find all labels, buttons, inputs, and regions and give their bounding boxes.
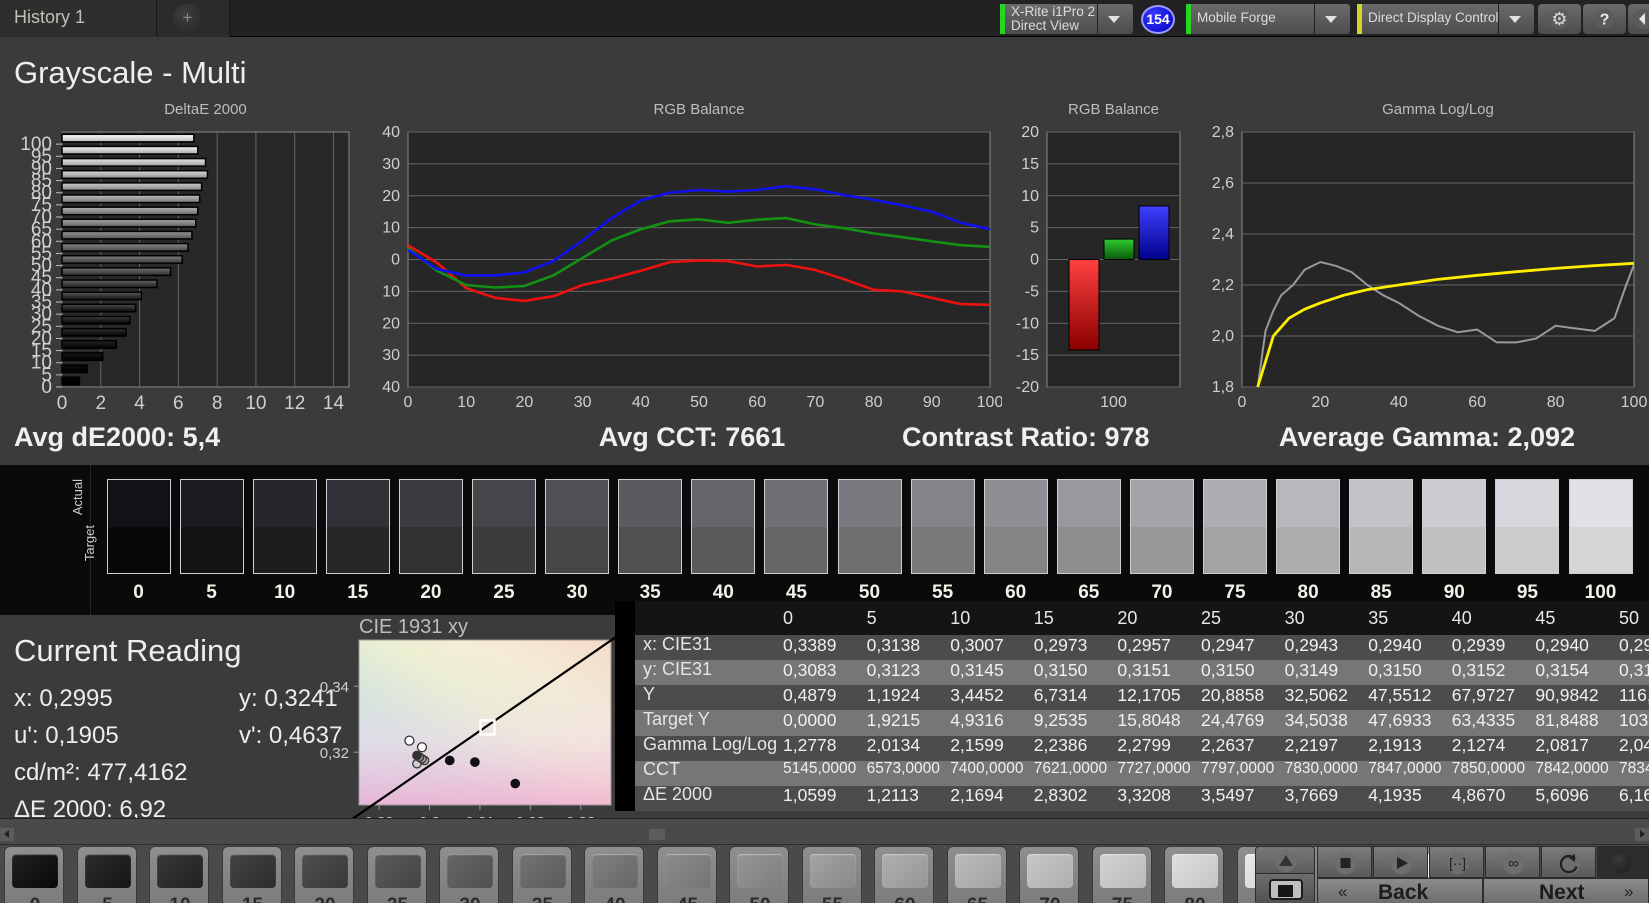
svg-text:0,34: 0,34 xyxy=(320,679,349,696)
svg-text:80: 80 xyxy=(1547,394,1565,411)
svg-text:20: 20 xyxy=(1021,124,1039,141)
svg-text:100: 100 xyxy=(977,394,1002,411)
svg-text:0: 0 xyxy=(57,393,68,414)
svg-text:5: 5 xyxy=(1030,220,1039,237)
svg-text:-40: -40 xyxy=(382,379,400,396)
svg-text:0,32: 0,32 xyxy=(320,745,349,762)
svg-text:-30: -30 xyxy=(382,347,400,364)
svg-text:-15: -15 xyxy=(1016,347,1039,364)
svg-text:0: 0 xyxy=(391,252,400,269)
svg-text:0: 0 xyxy=(404,394,413,411)
svg-text:2: 2 xyxy=(95,393,106,414)
svg-text:[··]: [··] xyxy=(1449,855,1466,871)
svg-text:2,8: 2,8 xyxy=(1212,124,1234,141)
svg-text:100: 100 xyxy=(20,134,52,155)
svg-text:10: 10 xyxy=(382,220,400,237)
svg-text:30: 30 xyxy=(574,394,592,411)
svg-text:70: 70 xyxy=(807,394,825,411)
svg-text:DeltaE 2000: DeltaE 2000 xyxy=(164,102,247,118)
svg-text:6: 6 xyxy=(173,393,184,414)
svg-text:20: 20 xyxy=(382,188,400,205)
svg-text:90: 90 xyxy=(923,394,941,411)
svg-text:100: 100 xyxy=(1100,394,1127,411)
svg-text:10: 10 xyxy=(457,394,475,411)
svg-text:⚙: ⚙ xyxy=(1551,9,1567,29)
svg-text:2,2: 2,2 xyxy=(1212,277,1234,294)
svg-text:0: 0 xyxy=(1030,252,1039,269)
svg-text:20: 20 xyxy=(516,394,534,411)
svg-text:1,8: 1,8 xyxy=(1212,379,1234,396)
svg-text:50: 50 xyxy=(690,394,708,411)
svg-text:8: 8 xyxy=(212,393,223,414)
svg-text:-5: -5 xyxy=(1025,283,1039,300)
svg-text:40: 40 xyxy=(1390,394,1408,411)
svg-text:Gamma Log/Log: Gamma Log/Log xyxy=(1382,102,1494,118)
svg-text:100: 100 xyxy=(1621,394,1648,411)
svg-text:-10: -10 xyxy=(1016,315,1039,332)
svg-text:10: 10 xyxy=(1021,188,1039,205)
svg-text:2,0: 2,0 xyxy=(1212,328,1234,345)
svg-text:2,6: 2,6 xyxy=(1212,175,1234,192)
svg-text:2,4: 2,4 xyxy=(1212,226,1234,243)
svg-text:-20: -20 xyxy=(1016,379,1039,396)
svg-text:12: 12 xyxy=(284,393,305,414)
svg-text:60: 60 xyxy=(1468,394,1486,411)
svg-text:20: 20 xyxy=(1312,394,1330,411)
svg-text:0: 0 xyxy=(1238,394,1247,411)
svg-text:40: 40 xyxy=(382,124,400,141)
svg-text:∞: ∞ xyxy=(1508,855,1519,872)
svg-text:4: 4 xyxy=(134,393,145,414)
svg-text:?: ? xyxy=(1600,12,1610,29)
svg-text:80: 80 xyxy=(865,394,883,411)
svg-text:40: 40 xyxy=(632,394,650,411)
svg-text:30: 30 xyxy=(382,156,400,173)
svg-text:RGB Balance: RGB Balance xyxy=(1068,102,1159,118)
svg-text:15: 15 xyxy=(1021,156,1039,173)
svg-text:RGB Balance: RGB Balance xyxy=(654,102,745,118)
svg-text:-20: -20 xyxy=(382,315,400,332)
svg-text:14: 14 xyxy=(323,393,345,414)
svg-text:10: 10 xyxy=(245,393,266,414)
svg-text:-10: -10 xyxy=(382,283,400,300)
svg-text:60: 60 xyxy=(748,394,766,411)
